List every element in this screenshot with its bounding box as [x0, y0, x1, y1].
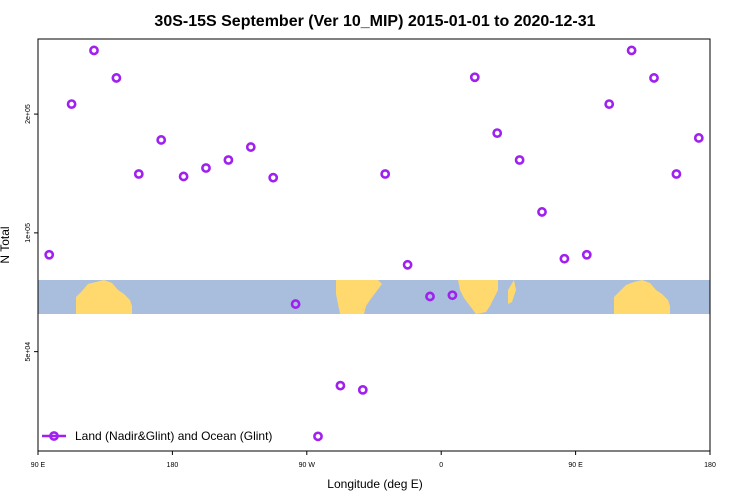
data-point	[469, 72, 480, 83]
data-point	[671, 169, 682, 179]
data-point	[604, 99, 615, 110]
data-point	[66, 99, 77, 110]
world-map-band	[38, 280, 710, 314]
y-tick-label: 5e+04	[25, 342, 32, 362]
legend: Land (Nadir&Glint) and Ocean (Glint)	[42, 429, 272, 443]
data-point	[89, 45, 99, 56]
x-tick-label: 90 E	[31, 462, 46, 469]
data-point	[402, 259, 413, 270]
data-point	[178, 171, 189, 182]
data-point	[268, 172, 279, 183]
y-tick-label: 2e+05	[25, 104, 32, 124]
legend-marker	[49, 431, 59, 441]
data-point	[649, 73, 659, 83]
data-point	[626, 45, 637, 56]
data-point	[111, 73, 122, 83]
data-point	[290, 299, 301, 309]
data-point	[201, 163, 211, 173]
x-tick-label: 0	[439, 462, 443, 469]
data-point	[313, 431, 323, 442]
data-point	[335, 380, 346, 391]
data-point	[357, 384, 368, 395]
land-south-america-1	[336, 280, 382, 314]
data-point	[492, 128, 503, 139]
data-point	[581, 249, 592, 260]
data-point	[156, 135, 167, 145]
x-axis-label: Longitude (deg E)	[327, 477, 422, 491]
plot-frame	[37, 38, 711, 452]
data-point	[514, 155, 525, 165]
data-point	[44, 249, 55, 260]
data-points	[44, 45, 704, 442]
data-point	[559, 253, 570, 264]
x-tick-label: 180	[704, 462, 716, 469]
x-tick-label: 180	[167, 462, 179, 469]
data-point	[425, 291, 435, 302]
chart-title: 30S-15S September (Ver 10_MIP) 2015-01-0…	[154, 13, 595, 30]
y-axis-label: N Total	[0, 226, 12, 263]
x-tick-label: 90 W	[299, 462, 316, 469]
data-point	[223, 155, 234, 165]
land-australia-2	[614, 280, 670, 314]
x-axis: 90 E 180 90 W 0 90 E 180	[31, 451, 716, 469]
land-africa	[458, 280, 498, 314]
y-axis: 5e+04 1e+05 2e+05	[25, 104, 38, 361]
land-madagascar	[508, 280, 516, 304]
legend-label: Land (Nadir&Glint) and Ocean (Glint)	[75, 429, 272, 443]
data-point	[447, 290, 458, 301]
land-australia-1	[76, 280, 132, 314]
data-point	[245, 142, 256, 152]
data-point	[537, 207, 547, 217]
data-point	[133, 169, 144, 179]
x-tick-label: 90 E	[568, 462, 583, 469]
data-point	[693, 133, 704, 143]
y-tick-label: 1e+05	[25, 223, 32, 243]
data-point	[380, 169, 391, 179]
